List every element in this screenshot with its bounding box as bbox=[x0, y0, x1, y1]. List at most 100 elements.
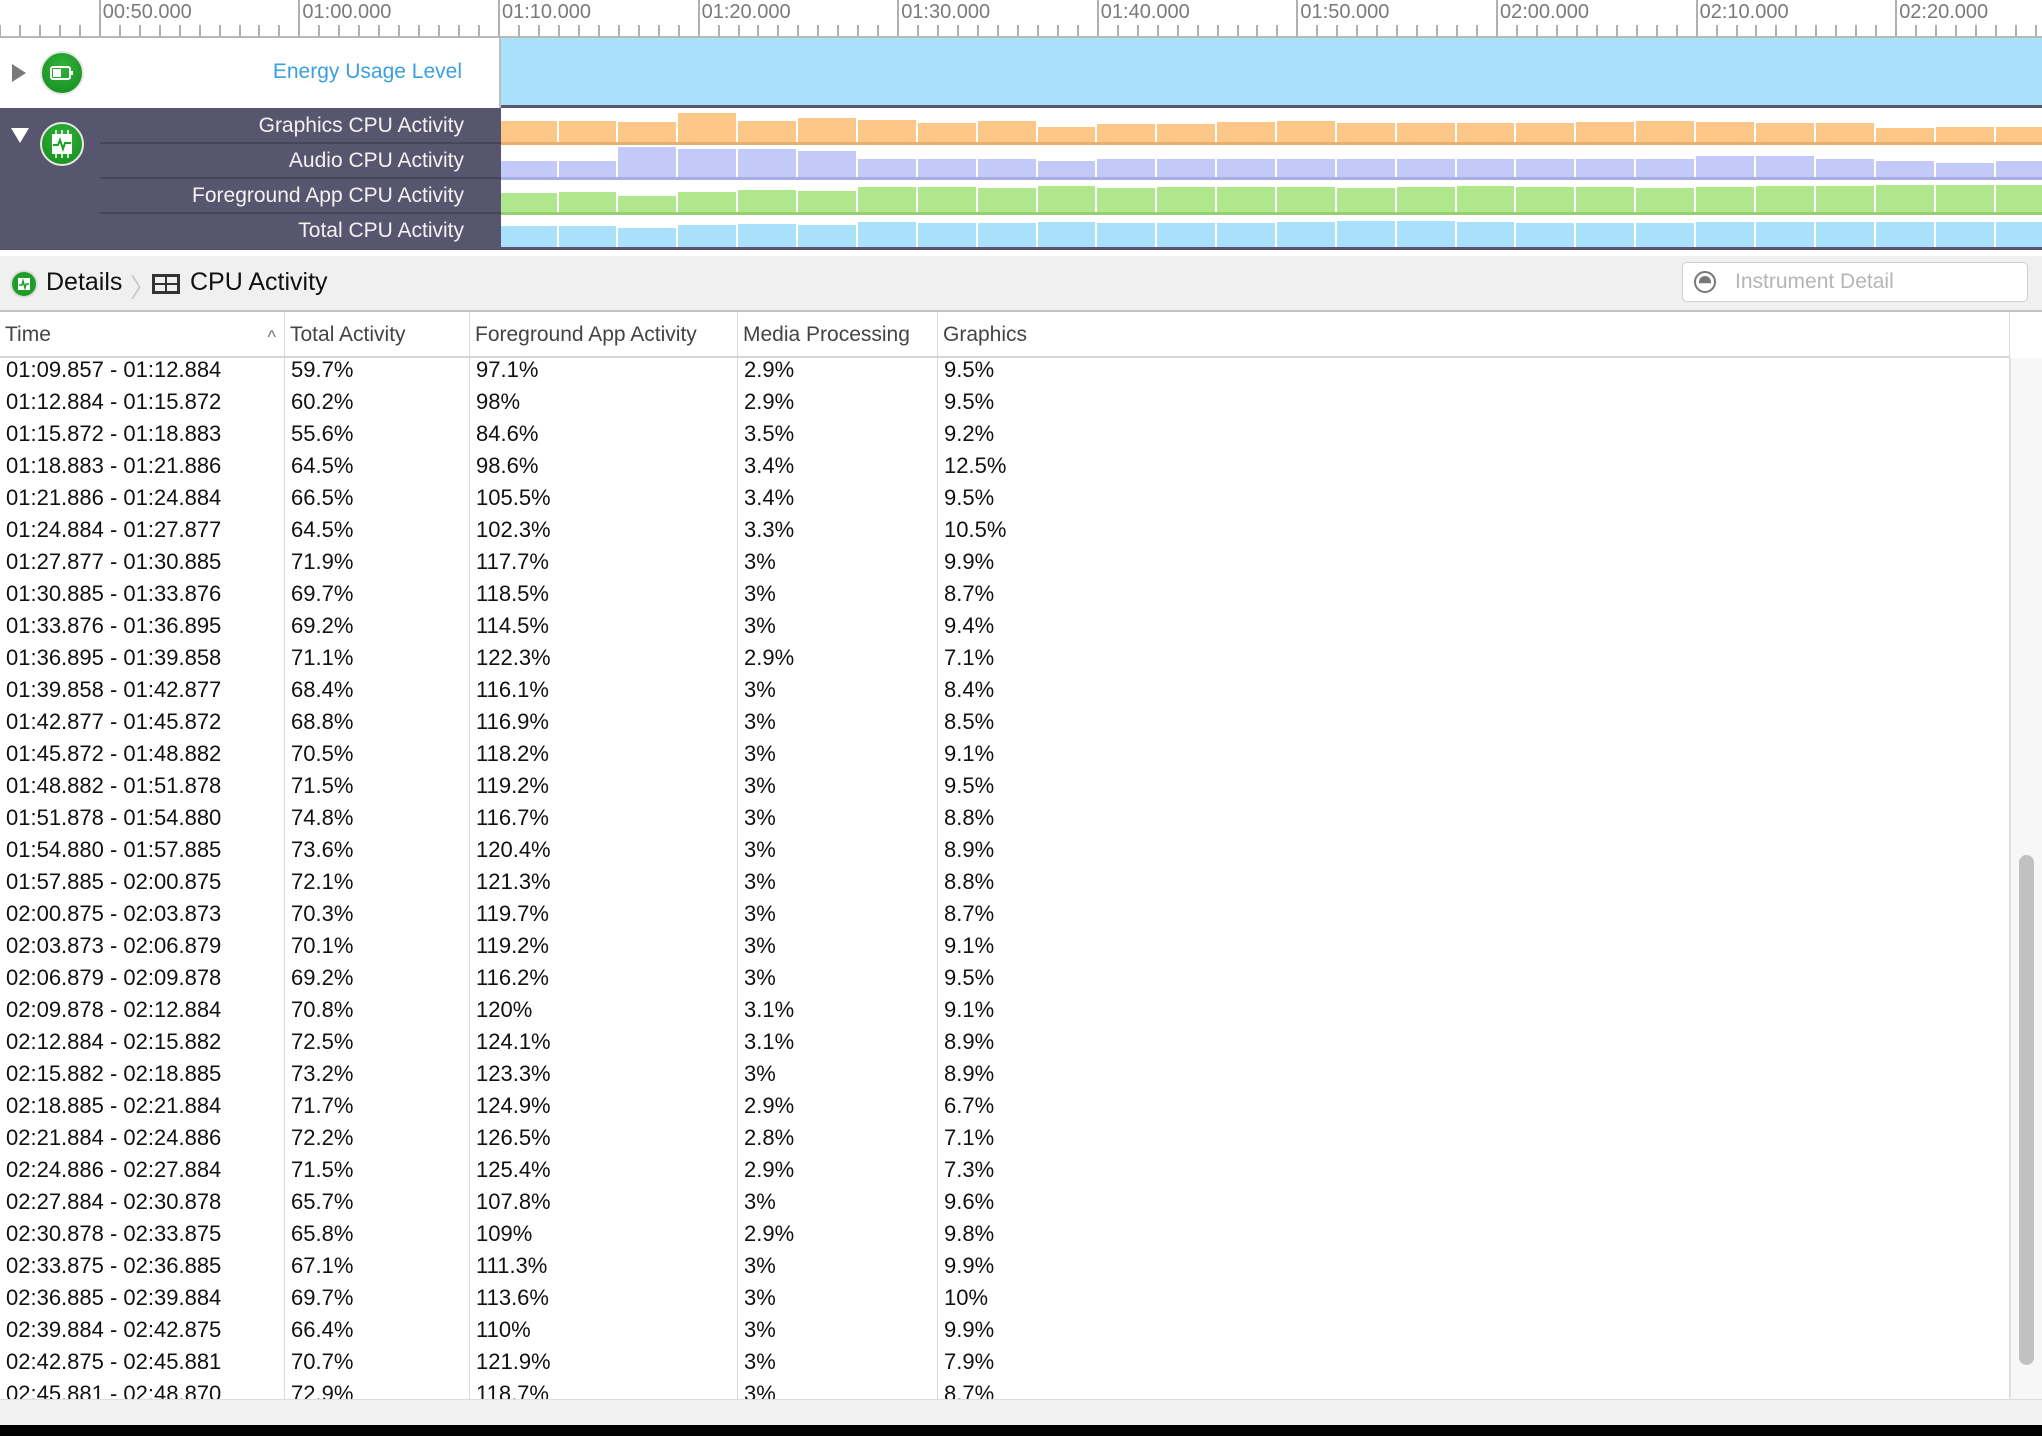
ruler-major-tick bbox=[1296, 0, 1299, 36]
table-row[interactable]: 02:00.875 - 02:03.873 70.3% 119.7% 3% 8.7% bbox=[0, 902, 2010, 934]
ruler-minor-tick bbox=[1196, 25, 1199, 36]
table-row[interactable]: 01:09.857 - 01:12.884 59.7% 97.1% 2.9% 9.5% bbox=[0, 358, 2010, 390]
table-row[interactable]: 02:15.882 - 02:18.885 73.2% 123.3% 3% 8.9% bbox=[0, 1062, 2010, 1094]
table-row[interactable]: 01:51.878 - 01:54.880 74.8% 116.7% 3% 8.8% bbox=[0, 806, 2010, 838]
total-activity-bar bbox=[1456, 221, 1515, 247]
ruler-minor-tick bbox=[118, 25, 121, 36]
table-row[interactable]: 01:30.885 - 01:33.876 69.7% 118.5% 3% 8.7% bbox=[0, 582, 2010, 614]
table-row[interactable]: 01:18.883 - 01:21.886 64.5% 98.6% 3.4% 12.5% bbox=[0, 454, 2010, 486]
audio-cpu-activity-label: Audio CPU Activity bbox=[288, 149, 464, 172]
energy-usage-graph[interactable] bbox=[501, 38, 2042, 108]
column-header-graphics[interactable]: Graphics bbox=[938, 312, 2010, 356]
ruler-minor-tick bbox=[178, 25, 181, 36]
ruler-minor-tick bbox=[1256, 25, 1259, 36]
vertical-scrollbar[interactable] bbox=[2010, 358, 2042, 1399]
sort-ascending-icon[interactable]: ^ bbox=[267, 327, 276, 347]
table-row[interactable]: 02:21.884 - 02:24.886 72.2% 126.5% 2.8% 7.1% bbox=[0, 1126, 2010, 1158]
collapse-triangle-icon[interactable] bbox=[11, 128, 29, 143]
cell-media-processing: 2.9% bbox=[738, 390, 938, 422]
ruler-time-label: 02:00.000 bbox=[1500, 1, 1589, 23]
instrument-detail-search[interactable] bbox=[1682, 262, 2028, 302]
audio-activity-bar bbox=[1456, 158, 1515, 180]
energy-instrument-row[interactable]: Energy Usage Level bbox=[0, 38, 2042, 108]
ruler-minor-tick bbox=[1116, 25, 1119, 36]
cell-total-activity: 71.9% bbox=[285, 550, 470, 582]
table-row[interactable]: 02:12.884 - 02:15.882 72.5% 124.1% 3.1% 8.9% bbox=[0, 1030, 2010, 1062]
table-row[interactable]: 01:54.880 - 01:57.885 73.6% 120.4% 3% 8.9% bbox=[0, 838, 2010, 870]
table-row[interactable]: 01:42.877 - 01:45.872 68.8% 116.9% 3% 8.5% bbox=[0, 710, 2010, 742]
cpu-activity-graphs[interactable] bbox=[501, 108, 2042, 250]
search-input[interactable] bbox=[1733, 269, 2017, 295]
ruler-minor-tick bbox=[757, 25, 760, 36]
table-row[interactable]: 02:39.884 - 02:42.875 66.4% 110% 3% 9.9% bbox=[0, 1318, 2010, 1350]
total-activity-bar bbox=[798, 224, 856, 247]
audio-cpu-track[interactable] bbox=[501, 144, 2042, 180]
column-header-total-activity[interactable]: Total Activity bbox=[285, 312, 470, 356]
graphics-activity-bar bbox=[1037, 127, 1095, 145]
table-row[interactable]: 01:24.884 - 01:27.877 64.5% 102.3% 3.3% 10.5… bbox=[0, 518, 2010, 550]
cell-total-activity: 70.3% bbox=[285, 902, 470, 934]
table-row[interactable]: 02:24.886 - 02:27.884 71.5% 125.4% 2.9% 7.3% bbox=[0, 1158, 2010, 1190]
table-row[interactable]: 02:03.873 - 02:06.879 70.1% 119.2% 3% 9.1% bbox=[0, 934, 2010, 966]
table-row[interactable]: 02:30.878 - 02:33.875 65.8% 109% 2.9% 9.8% bbox=[0, 1222, 2010, 1254]
table-header: Time ^ Total Activity Foreground App Activi… bbox=[0, 312, 2010, 358]
foreground-cpu-track[interactable] bbox=[501, 179, 2042, 215]
table-row[interactable]: 02:27.884 - 02:30.878 65.7% 107.8% 3% 9.6% bbox=[0, 1190, 2010, 1222]
timeline-ruler[interactable]: 00:50.000 01:00.000 01:10.000 01:20.000 01:3… bbox=[0, 0, 2042, 38]
ruler-minor-tick bbox=[1635, 25, 1638, 36]
cell-foreground-app-activity: 120% bbox=[470, 998, 738, 1030]
cell-graphics: 9.5% bbox=[938, 966, 2010, 998]
energy-track-header[interactable]: Energy Usage Level bbox=[0, 38, 501, 108]
table-row[interactable]: 01:45.872 - 01:48.882 70.5% 118.2% 3% 9.1% bbox=[0, 742, 2010, 774]
graphics-cpu-track[interactable] bbox=[501, 109, 2042, 145]
ruler-minor-tick bbox=[617, 25, 620, 36]
table-row[interactable]: 01:57.885 - 02:00.875 72.1% 121.3% 3% 8.8% bbox=[0, 870, 2010, 902]
table-row[interactable]: 02:18.885 - 02:21.884 71.7% 124.9% 2.9% 6.7% bbox=[0, 1094, 2010, 1126]
cell-total-activity: 69.2% bbox=[285, 614, 470, 646]
audio-activity-bar bbox=[1157, 158, 1215, 180]
cell-total-activity: 70.1% bbox=[285, 934, 470, 966]
cell-media-processing: 3.4% bbox=[738, 454, 938, 486]
total-cpu-track[interactable] bbox=[501, 214, 2042, 247]
cell-time: 02:12.884 - 02:15.882 bbox=[0, 1030, 285, 1062]
cell-graphics: 8.8% bbox=[938, 806, 2010, 838]
cell-time: 02:42.875 - 02:45.881 bbox=[0, 1350, 285, 1382]
table-row[interactable]: 02:06.879 - 02:09.878 69.2% 116.2% 3% 9.5% bbox=[0, 966, 2010, 998]
filter-scope-icon[interactable] bbox=[1694, 271, 1716, 293]
cell-foreground-app-activity: 121.3% bbox=[470, 870, 738, 902]
table-row[interactable]: 01:33.876 - 01:36.895 69.2% 114.5% 3% 9.4% bbox=[0, 614, 2010, 646]
table-row[interactable]: 02:45.881 - 02:48.870 72.9% 118.7% 3% 8.7% bbox=[0, 1382, 2010, 1399]
cell-media-processing: 3.4% bbox=[738, 486, 938, 518]
cpu-instrument-group[interactable]: Graphics CPU Activity Audio CPU Activity F… bbox=[0, 108, 2042, 250]
table-row[interactable]: 01:48.882 - 01:51.878 71.5% 119.2% 3% 9.5% bbox=[0, 774, 2010, 806]
breadcrumb-details[interactable]: Details bbox=[46, 268, 123, 296]
table-row[interactable]: 01:39.858 - 01:42.877 68.4% 116.1% 3% 8.4% bbox=[0, 678, 2010, 710]
ruler-minor-tick bbox=[1216, 25, 1219, 36]
table-row[interactable]: 02:36.885 - 02:39.884 69.7% 113.6% 3% 10% bbox=[0, 1286, 2010, 1318]
expand-triangle-icon[interactable] bbox=[12, 64, 26, 82]
table-row[interactable]: 02:33.875 - 02:36.885 67.1% 111.3% 3% 9.9% bbox=[0, 1254, 2010, 1286]
cpu-track-header[interactable]: Graphics CPU Activity Audio CPU Activity F… bbox=[0, 108, 501, 250]
table-row[interactable]: 01:12.884 - 01:15.872 60.2% 98% 2.9% 9.5% bbox=[0, 390, 2010, 422]
column-header-foreground-app-activity[interactable]: Foreground App Activity bbox=[470, 312, 738, 356]
table-row[interactable]: 02:42.875 - 02:45.881 70.7% 121.9% 3% 7.9% bbox=[0, 1350, 2010, 1382]
cell-foreground-app-activity: 116.2% bbox=[470, 966, 738, 998]
ruler-minor-tick bbox=[877, 25, 880, 36]
ruler-minor-tick bbox=[1815, 25, 1818, 36]
cell-media-processing: 2.9% bbox=[738, 1158, 938, 1190]
table-row[interactable]: 02:09.878 - 02:12.884 70.8% 120% 3.1% 9.1% bbox=[0, 998, 2010, 1030]
scrollbar-thumb[interactable] bbox=[2019, 854, 2034, 1365]
table-row[interactable]: 01:36.895 - 01:39.858 71.1% 122.3% 2.9% 7.1% bbox=[0, 646, 2010, 678]
table-row[interactable]: 01:15.872 - 01:18.883 55.6% 84.6% 3.5% 9.2% bbox=[0, 422, 2010, 454]
cell-graphics: 6.7% bbox=[938, 1094, 2010, 1126]
ruler-minor-tick bbox=[1715, 25, 1718, 36]
graphics-activity-bar bbox=[1456, 122, 1515, 145]
column-header-time[interactable]: Time ^ bbox=[0, 312, 285, 356]
breadcrumb-cpu-activity[interactable]: CPU Activity bbox=[190, 268, 328, 296]
column-header-media-processing[interactable]: Media Processing bbox=[738, 312, 938, 356]
graphics-activity-bar bbox=[618, 121, 677, 145]
column-header-label: Media Processing bbox=[743, 323, 910, 346]
table-row[interactable]: 01:27.877 - 01:30.885 71.9% 117.7% 3% 9.9% bbox=[0, 550, 2010, 582]
table-row[interactable]: 01:21.886 - 01:24.884 66.5% 105.5% 3.4% 9.5% bbox=[0, 486, 2010, 518]
cell-foreground-app-activity: 116.1% bbox=[470, 678, 738, 710]
